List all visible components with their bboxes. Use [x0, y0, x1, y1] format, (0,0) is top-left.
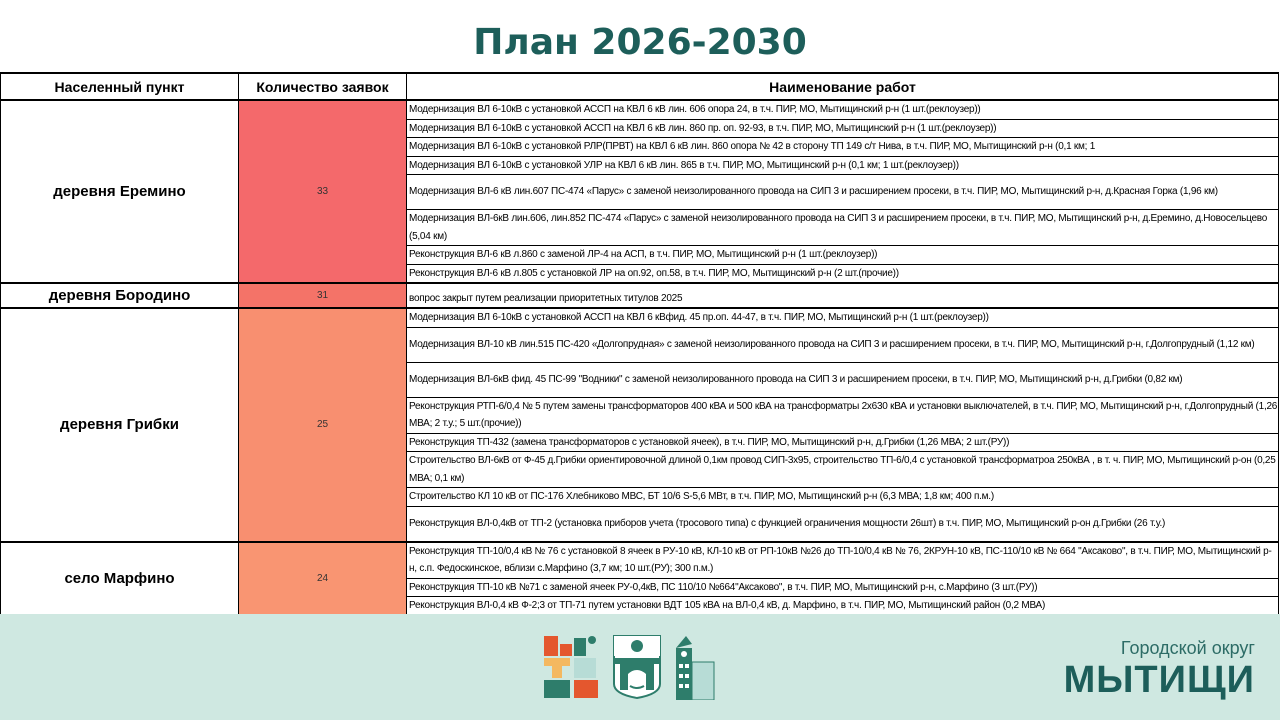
work-cell: Модернизация ВЛ 6-10кВ с установкой АССП… — [406, 307, 1279, 328]
table-header-row: Населенный пункт Количество заявок Наиме… — [0, 72, 1279, 101]
brand: Городской округ МЫТИЩИ — [1064, 638, 1255, 701]
count-cell: 33 — [238, 99, 407, 284]
work-cell: Модернизация ВЛ 6-10кВ с установкой УЛР … — [406, 155, 1279, 175]
header-works: Наименование работ — [406, 72, 1279, 101]
work-cell: вопрос закрыт путем реализации приоритет… — [406, 282, 1279, 309]
table-row: Реконструкция ВЛ-6 кВ л.805 с установкой… — [1, 263, 1279, 284]
place-cell: село Марфино — [0, 540, 239, 617]
table-row: Строительство ВЛ-6кВ от Ф-45 д.Грибки ор… — [1, 451, 1279, 488]
brand-name: МЫТИЩИ — [1063, 659, 1255, 701]
table-row: Модернизация ВЛ-6 кВ лин.607 ПС-474 «Пар… — [1, 174, 1279, 210]
table-row: Реконструкция РТП-6/0,4 № 5 путем замены… — [1, 396, 1279, 434]
table-row: деревня Грибки 25 Модернизация ВЛ 6-10кВ с… — [0, 307, 1279, 543]
logos — [544, 634, 718, 700]
work-cell: Модернизация ВЛ-6кВ фид. 45 ПС-99 "Водни… — [406, 361, 1279, 398]
work-cell: Модернизация ВЛ-10 кВ лин.515 ПС-420 «До… — [406, 326, 1279, 363]
header-count: Количество заявок — [238, 72, 407, 101]
table-row: Модернизация ВЛ-6кВ фид. 45 ПС-99 "Водни… — [1, 361, 1279, 398]
work-cell: Модернизация ВЛ 6-10кВ с установкой АССП… — [406, 118, 1279, 138]
work-cell: Реконструкция ВЛ-0,4кВ от ТП-2 (установк… — [406, 505, 1279, 543]
work-cell: Модернизация ВЛ-6 кВ лин.607 ПС-474 «Пар… — [406, 174, 1279, 210]
footer: Городской округ МЫТИЩИ — [0, 614, 1280, 720]
brand-subtitle: Городской округ — [1120, 638, 1255, 658]
work-cell: Реконструкция ТП-10 кВ №71 с заменой яче… — [406, 577, 1279, 597]
table-row: Модернизация ВЛ-10 кВ лин.515 ПС-420 «До… — [1, 326, 1279, 363]
plan-table: Населенный пункт Количество заявок Наиме… — [0, 72, 1279, 617]
table-row: деревня Еремино 33 Модернизация ВЛ 6-10кВ … — [0, 99, 1279, 284]
work-cell: Модернизация ВЛ 6-10кВ с установкой РЛР(… — [406, 137, 1279, 157]
work-cell: Реконструкция ТП-432 (замена трансформат… — [406, 432, 1279, 452]
page-title: План 2026-2030 — [473, 22, 807, 63]
table-row: Модернизация ВЛ-6кВ лин.606, лин.852 ПС-… — [1, 209, 1279, 246]
work-cell: Модернизация ВЛ 6-10кВ с установкой АССП… — [406, 99, 1279, 120]
table-row: деревня Бородино 31 вопрос закрыт путем ре… — [0, 282, 1279, 309]
work-cell: Модернизация ВЛ-6кВ лин.606, лин.852 ПС-… — [406, 209, 1279, 246]
count-cell: 25 — [238, 307, 407, 543]
coat-of-arms-icon — [613, 635, 661, 700]
place-cell: деревня Бородино — [0, 282, 239, 309]
work-cell: Реконструкция ВЛ-0,4 кВ Ф-2;3 от ТП-71 п… — [406, 596, 1279, 617]
table-row: Реконструкция ВЛ-0,4кВ от ТП-2 (установк… — [1, 505, 1279, 543]
count-cell: 24 — [238, 540, 407, 617]
work-cell: Реконструкция ВЛ-6 кВ л.805 с установкой… — [406, 263, 1279, 284]
count-cell: 31 — [238, 282, 407, 309]
work-cell: Реконструкция ВЛ-6 кВ л.860 с заменой ЛР… — [406, 245, 1279, 265]
work-cell: Строительство КЛ 10 кВ от ПС-176 Хлебник… — [406, 487, 1279, 507]
header-place: Населенный пункт — [0, 72, 239, 101]
place-cell: деревня Еремино — [0, 99, 239, 284]
table-row: Модернизация ВЛ 6-10кВ с установкой АССП… — [1, 118, 1279, 138]
work-cell: Строительство ВЛ-6кВ от Ф-45 д.Грибки ор… — [406, 451, 1279, 488]
table-row: Модернизация ВЛ 6-10кВ с установкой РЛР(… — [1, 137, 1279, 157]
building-logo-icon — [676, 636, 715, 700]
table-row: село Марфино 24 Реконструкция ТП-10/0,4 кВ… — [0, 540, 1279, 617]
place-cell: деревня Грибки — [0, 307, 239, 543]
work-cell: Реконструкция ТП-10/0,4 кВ № 76 с устано… — [406, 540, 1279, 579]
mytishchi-logo-icon — [544, 636, 598, 698]
work-cell: Реконструкция РТП-6/0,4 № 5 путем замены… — [406, 396, 1279, 434]
